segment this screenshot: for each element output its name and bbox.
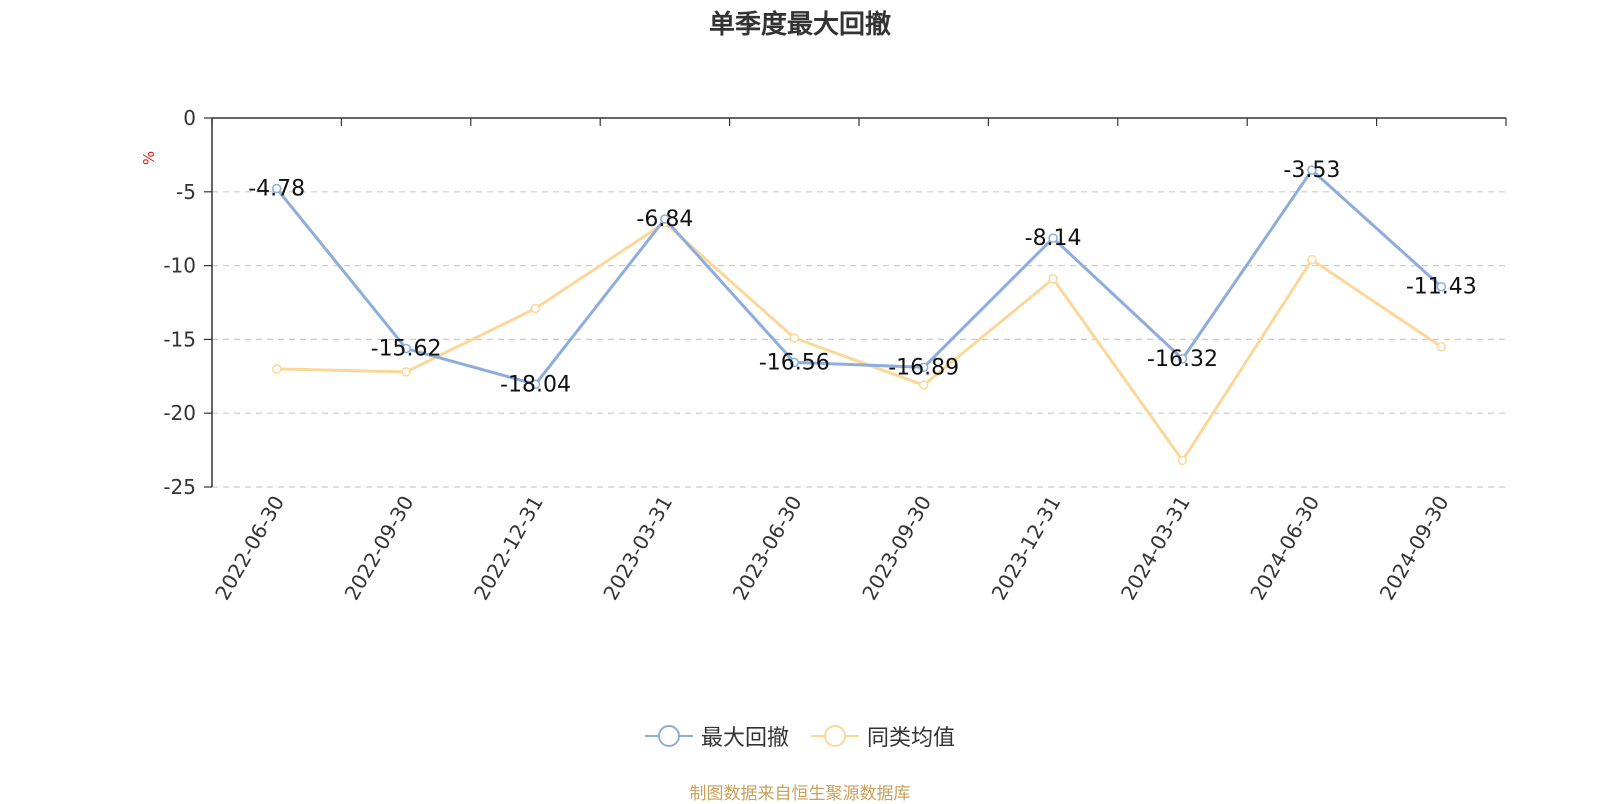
- x-tick-label: 2022-06-30: [210, 492, 289, 605]
- data-point: [918, 362, 929, 373]
- legend-label: 同类均值: [867, 726, 956, 751]
- y-tick-label: -10: [163, 254, 196, 278]
- legend-label: 最大回撤: [700, 726, 789, 751]
- data-point: [1177, 354, 1188, 364]
- data-label: -3.53: [1283, 158, 1340, 183]
- x-tick-label: 2024-03-31: [1116, 492, 1195, 605]
- data-point: [789, 357, 800, 368]
- legend-marker-icon: [644, 725, 693, 747]
- data-point: [401, 343, 411, 354]
- source-note: 制图数据来自恒生聚源数据库: [689, 784, 911, 804]
- series-line: [276, 221, 1443, 462]
- data-point: [918, 380, 929, 390]
- x-tick-label: 2024-06-30: [1245, 492, 1324, 605]
- x-tick-label: 2023-09-30: [857, 491, 936, 604]
- data-point: [530, 379, 541, 390]
- data-label: -4.78: [248, 177, 305, 202]
- data-label: -6.84: [636, 207, 693, 232]
- data-point: [1307, 254, 1317, 265]
- legend-item-max-drawdown[interactable]: 最大回撤: [644, 720, 789, 752]
- data-label: -16.89: [888, 355, 959, 380]
- data-label: -18.04: [500, 372, 571, 397]
- series-line: [275, 168, 1443, 386]
- data-label: -11.43: [1406, 275, 1477, 300]
- data-point: [271, 364, 282, 374]
- x-tick-label: 2023-12-31: [987, 492, 1066, 605]
- data-point: [1436, 281, 1447, 292]
- data-point: [1048, 274, 1058, 284]
- y-tick-label: -5: [176, 180, 196, 204]
- x-tick-label: 2024-09-30: [1375, 492, 1454, 605]
- y-axis-unit-label: %: [140, 151, 158, 165]
- data-point: [660, 214, 670, 224]
- x-tick-label: 2023-06-30: [728, 492, 807, 605]
- y-tick-label: -20: [163, 401, 196, 425]
- y-tick-label: -15: [163, 327, 196, 351]
- data-point: [530, 303, 541, 314]
- data-label: -8.14: [1025, 226, 1082, 251]
- legend-marker-icon: [811, 725, 859, 747]
- y-tick-label: 0: [183, 106, 196, 130]
- x-tick-label: 2023-03-31: [598, 492, 677, 605]
- data-label: -15.62: [371, 337, 442, 362]
- data-label: -16.56: [759, 350, 830, 375]
- x-tick-label: 2022-12-31: [469, 492, 548, 605]
- data-point: [401, 367, 411, 377]
- data-point: [789, 333, 800, 343]
- chart-title: 单季度最大回撤: [708, 10, 891, 40]
- legend-item-peer-average[interactable]: 同类均值: [811, 720, 955, 752]
- data-point: [1436, 342, 1447, 352]
- data-point: [1048, 233, 1058, 243]
- data-label: -16.32: [1147, 347, 1218, 372]
- x-tick-label: 2022-09-30: [340, 491, 419, 604]
- data-point: [1307, 165, 1317, 175]
- legend: 最大回撤 同类均值: [0, 720, 1600, 752]
- data-point: [1177, 455, 1188, 466]
- y-tick-label: -25: [163, 475, 196, 499]
- data-point: [271, 183, 282, 194]
